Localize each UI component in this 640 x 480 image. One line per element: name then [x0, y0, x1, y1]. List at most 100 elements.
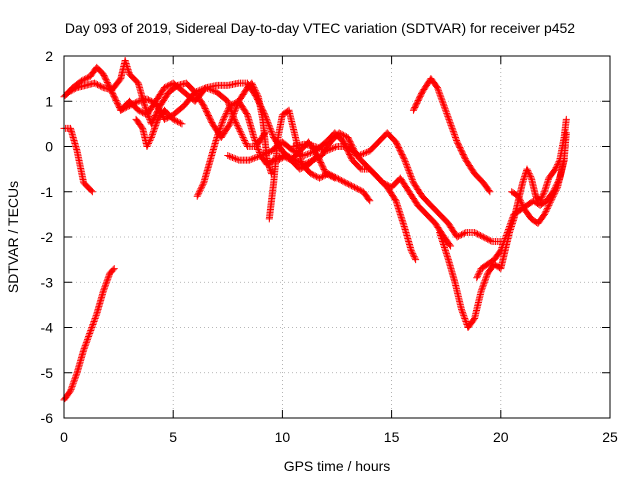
data-point — [355, 185, 363, 193]
data-point — [220, 114, 228, 122]
data-point — [86, 330, 94, 338]
y-tick-label: -6 — [41, 410, 54, 426]
data-point — [233, 155, 241, 163]
data-point — [224, 106, 232, 114]
data-point — [503, 228, 511, 236]
data-point — [553, 185, 561, 193]
data-point — [274, 156, 282, 164]
data-point — [92, 311, 100, 319]
data-point — [460, 311, 468, 319]
data-point — [356, 186, 364, 194]
data-point — [410, 253, 418, 261]
data-point — [537, 195, 545, 203]
data-point — [141, 103, 149, 111]
data-point — [310, 171, 318, 179]
data-point — [147, 135, 155, 143]
data-point — [409, 251, 417, 259]
data-point — [229, 100, 237, 108]
data-point — [95, 81, 103, 89]
data-point — [302, 160, 310, 168]
data-point — [195, 189, 203, 197]
data-point — [227, 118, 235, 126]
data-point — [516, 195, 524, 203]
data-point — [543, 204, 551, 212]
data-point — [241, 138, 249, 146]
data-point — [320, 172, 328, 180]
data-point — [171, 116, 179, 124]
data-point — [353, 185, 361, 193]
data-point — [141, 102, 149, 110]
series-track-k — [289, 129, 505, 246]
data-point — [92, 313, 100, 321]
data-point — [64, 88, 72, 96]
data-point — [538, 192, 546, 200]
data-point — [461, 316, 469, 324]
data-point — [350, 183, 358, 191]
data-point — [473, 274, 481, 282]
data-point — [267, 127, 275, 135]
data-point — [316, 144, 324, 152]
data-point — [90, 317, 98, 325]
data-point — [310, 155, 318, 163]
data-point — [462, 317, 470, 325]
data-point — [251, 136, 259, 144]
data-point — [329, 172, 337, 180]
data-point — [216, 124, 224, 132]
data-point — [128, 100, 136, 108]
data-point — [306, 158, 314, 166]
data-point — [142, 105, 150, 113]
data-point — [143, 95, 151, 103]
data-point — [80, 346, 88, 354]
data-point — [476, 268, 484, 276]
axis-ticks: 0 5 10 15 20 25 -6 -5 -4 -3 -2 -1 0 1 2 — [41, 48, 618, 445]
data-point — [408, 174, 416, 182]
data-point — [250, 133, 258, 141]
data-point — [252, 138, 260, 146]
data-point — [545, 201, 553, 209]
data-point — [501, 235, 509, 243]
data-point — [277, 155, 285, 163]
data-point — [72, 372, 80, 380]
data-point — [230, 109, 238, 117]
data-point — [80, 345, 88, 353]
data-point — [294, 149, 302, 157]
data-point — [89, 319, 97, 327]
data-point — [84, 334, 92, 342]
data-point — [73, 370, 81, 378]
data-point — [266, 124, 274, 132]
data-point — [540, 210, 548, 218]
data-point — [453, 233, 461, 241]
data-point — [401, 156, 409, 164]
data-point — [439, 99, 447, 107]
data-point — [447, 121, 455, 129]
data-point — [151, 124, 159, 132]
x-tick-label: 15 — [384, 429, 400, 445]
data-point — [196, 186, 204, 194]
data-point — [198, 183, 206, 191]
data-point — [264, 148, 272, 156]
data-point — [149, 98, 157, 106]
data-point — [294, 158, 302, 166]
data-point — [83, 74, 91, 82]
data-point — [343, 179, 351, 187]
data-point — [169, 115, 177, 123]
data-point — [484, 235, 492, 243]
data-point — [314, 144, 322, 152]
data-point — [308, 157, 316, 165]
data-point — [260, 109, 268, 117]
data-point — [330, 144, 338, 152]
data-point — [404, 164, 412, 172]
data-point — [437, 93, 445, 101]
data-point — [472, 229, 480, 237]
data-point — [151, 123, 159, 131]
data-point — [145, 112, 153, 120]
data-point — [223, 108, 231, 116]
data-point — [144, 141, 152, 149]
data-point — [166, 81, 174, 89]
data-point — [361, 149, 369, 157]
data-point — [506, 221, 514, 229]
data-point — [507, 218, 515, 226]
data-point — [102, 280, 110, 288]
data-point — [444, 112, 452, 120]
data-point — [217, 121, 225, 129]
